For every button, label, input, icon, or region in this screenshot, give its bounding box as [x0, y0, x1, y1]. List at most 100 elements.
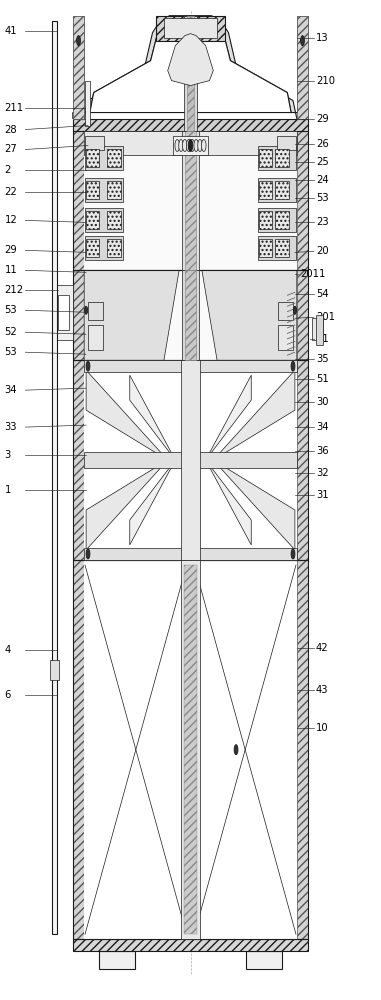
Bar: [86, 149, 99, 167]
Bar: [73, 131, 308, 270]
Bar: [84, 360, 297, 560]
Bar: [259, 181, 272, 199]
Circle shape: [179, 140, 183, 151]
Circle shape: [198, 140, 202, 151]
Bar: [73, 16, 84, 131]
Circle shape: [202, 140, 206, 151]
Polygon shape: [73, 16, 190, 119]
Polygon shape: [206, 460, 251, 545]
Polygon shape: [202, 270, 297, 360]
Bar: [185, 131, 196, 270]
Bar: [297, 131, 308, 270]
Circle shape: [188, 140, 193, 151]
Bar: [297, 360, 308, 560]
Bar: [84, 548, 297, 560]
Circle shape: [190, 140, 195, 151]
Bar: [187, 16, 194, 131]
Bar: [173, 136, 208, 155]
Circle shape: [77, 36, 80, 46]
Text: 41: 41: [5, 26, 17, 36]
Bar: [50, 660, 59, 680]
Bar: [73, 360, 308, 560]
Bar: [73, 16, 84, 119]
Bar: [84, 270, 297, 360]
Circle shape: [182, 140, 187, 151]
Bar: [182, 131, 199, 270]
Bar: [86, 239, 99, 257]
Text: 33: 33: [5, 422, 17, 432]
Bar: [107, 149, 122, 167]
Bar: [73, 131, 84, 270]
Bar: [297, 560, 308, 939]
Text: 22: 22: [5, 187, 17, 197]
Bar: [85, 81, 90, 126]
Polygon shape: [206, 375, 251, 460]
Text: 54: 54: [316, 289, 328, 299]
Bar: [58, 295, 69, 330]
Bar: [85, 208, 123, 232]
Circle shape: [175, 140, 179, 151]
Bar: [275, 211, 289, 229]
Bar: [184, 16, 197, 131]
Text: 4: 4: [5, 645, 11, 655]
Bar: [54, 285, 73, 340]
Bar: [73, 560, 84, 939]
Bar: [259, 211, 272, 229]
Bar: [277, 136, 296, 150]
Bar: [107, 211, 122, 229]
Bar: [85, 236, 123, 260]
Bar: [85, 178, 123, 202]
Bar: [164, 18, 217, 38]
Bar: [85, 146, 123, 170]
Bar: [156, 16, 225, 41]
Bar: [73, 560, 308, 939]
Bar: [259, 239, 272, 257]
Bar: [73, 270, 84, 360]
Bar: [184, 565, 197, 934]
Text: 23: 23: [316, 217, 328, 227]
Text: 28: 28: [5, 125, 17, 135]
Text: 24: 24: [316, 175, 328, 185]
Text: 26: 26: [316, 139, 328, 149]
Bar: [245, 951, 282, 969]
Bar: [84, 452, 297, 468]
Text: 10: 10: [316, 723, 328, 733]
Polygon shape: [190, 16, 308, 119]
Bar: [258, 236, 296, 260]
Bar: [258, 208, 296, 232]
Text: 29: 29: [5, 245, 17, 255]
Bar: [259, 149, 272, 167]
Text: 31: 31: [316, 490, 328, 500]
Text: 51: 51: [316, 374, 328, 384]
Bar: [297, 16, 308, 131]
Polygon shape: [168, 34, 213, 86]
Bar: [297, 16, 308, 119]
Text: 53: 53: [5, 305, 17, 315]
Text: 35: 35: [316, 354, 328, 364]
Bar: [84, 131, 297, 155]
Text: 210: 210: [316, 76, 335, 86]
Text: 20: 20: [316, 246, 328, 256]
Text: 12: 12: [5, 215, 17, 225]
Text: 34: 34: [5, 385, 17, 395]
Circle shape: [301, 36, 304, 46]
Text: 32: 32: [316, 468, 328, 478]
Bar: [99, 951, 136, 969]
Text: 212: 212: [5, 285, 24, 295]
Polygon shape: [86, 460, 168, 550]
Polygon shape: [86, 370, 168, 460]
Bar: [73, 119, 308, 131]
Circle shape: [293, 306, 296, 314]
Text: 29: 29: [316, 114, 328, 124]
Polygon shape: [90, 24, 291, 113]
Bar: [181, 360, 200, 560]
Circle shape: [234, 745, 238, 755]
Bar: [278, 325, 293, 350]
Bar: [73, 360, 84, 560]
Text: 52: 52: [5, 327, 17, 337]
Text: 42: 42: [316, 643, 328, 653]
Bar: [258, 178, 296, 202]
Bar: [185, 270, 196, 360]
Text: 6: 6: [5, 690, 11, 700]
Text: 34: 34: [316, 422, 328, 432]
